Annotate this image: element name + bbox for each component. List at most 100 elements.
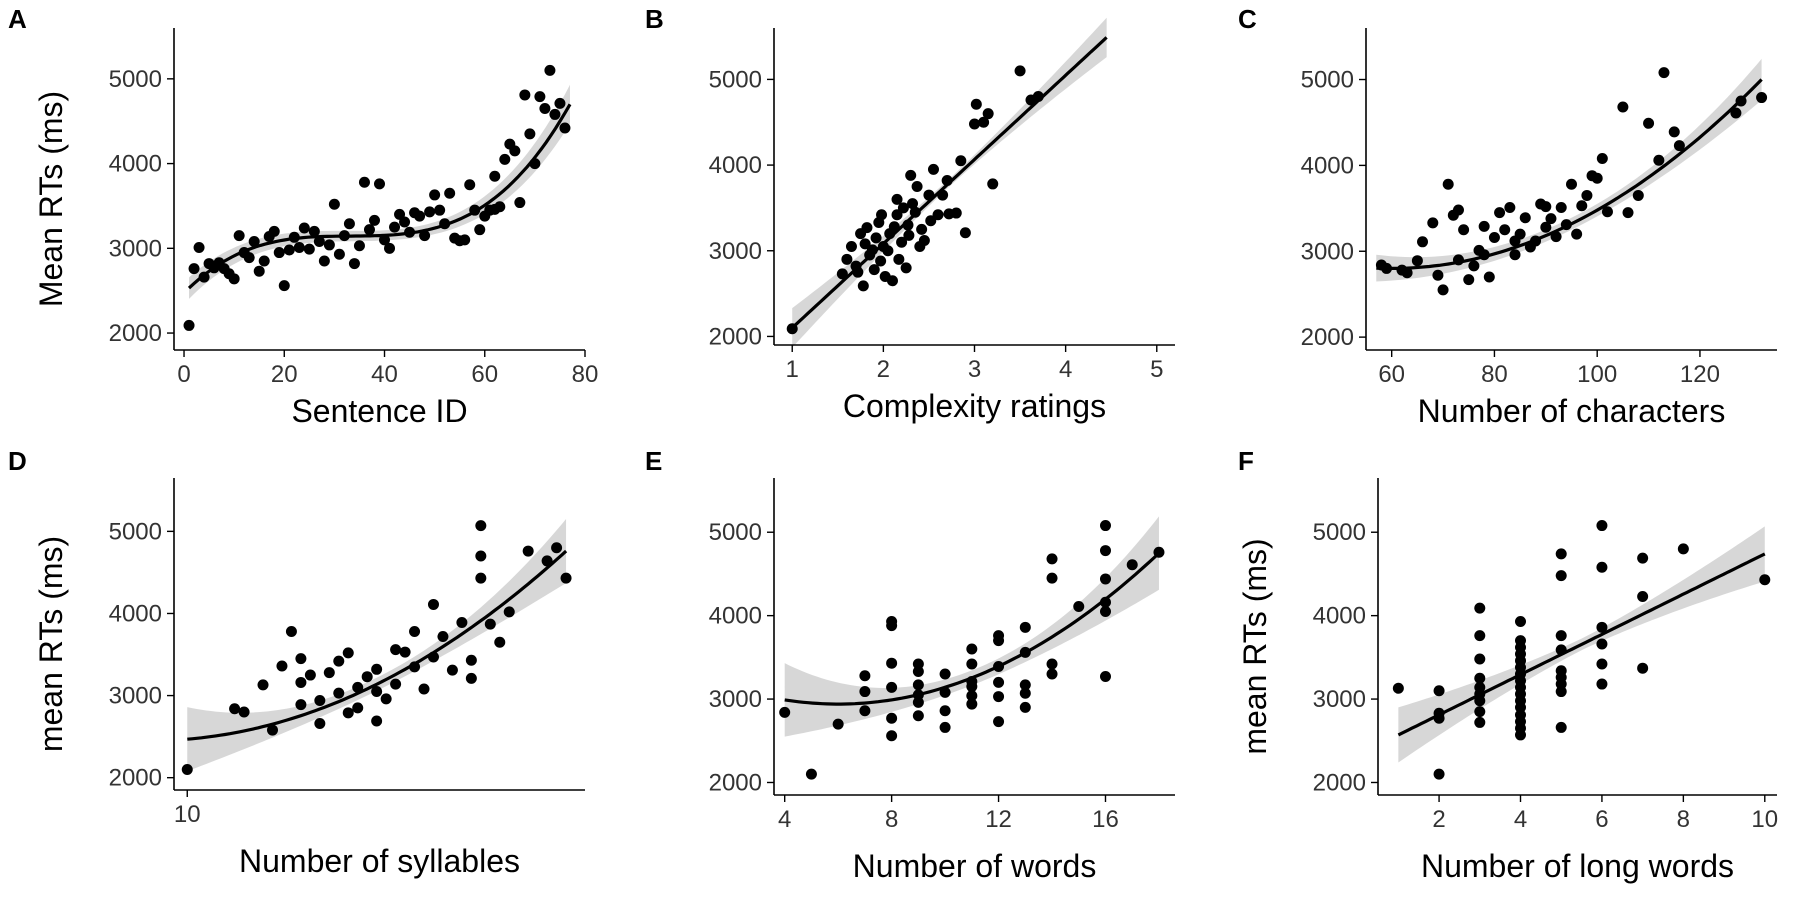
data-point xyxy=(1433,685,1445,697)
data-point xyxy=(1555,201,1567,213)
data-point xyxy=(464,179,476,191)
data-point xyxy=(993,630,1005,642)
data-point xyxy=(434,204,446,216)
x-tick-label: 40 xyxy=(371,361,398,388)
y-axis-label: mean RTs (ms) xyxy=(1237,538,1273,754)
x-tick-label: 1 xyxy=(786,356,799,383)
data-point xyxy=(539,103,551,114)
data-point xyxy=(1596,153,1608,165)
x-tick-label: 0 xyxy=(177,361,190,388)
data-point xyxy=(1591,172,1603,184)
data-point xyxy=(524,128,536,140)
data-point xyxy=(295,653,307,665)
data-point xyxy=(1540,221,1552,233)
data-point xyxy=(293,241,305,253)
panel-label: F xyxy=(1238,446,1254,476)
data-point xyxy=(544,64,556,76)
data-point xyxy=(314,717,326,729)
y-tick-label: 5000 xyxy=(709,519,762,546)
data-point xyxy=(1596,678,1608,690)
x-tick-label: 100 xyxy=(1577,361,1617,388)
data-point xyxy=(1596,638,1608,650)
data-point xyxy=(352,681,364,693)
data-point xyxy=(183,319,195,331)
data-point xyxy=(927,163,939,175)
panel-d: D 2000 3000 4000 5000 10 Number of syllables me… xyxy=(8,446,585,879)
data-point xyxy=(1126,559,1138,571)
data-point xyxy=(276,660,288,672)
data-point xyxy=(503,606,515,618)
x-tick-label: 16 xyxy=(1092,806,1119,833)
data-point xyxy=(912,710,924,722)
data-point xyxy=(193,241,205,253)
data-point xyxy=(1474,716,1486,728)
y-tick-label: 4000 xyxy=(109,600,162,627)
panel-label: C xyxy=(1238,4,1257,34)
data-point xyxy=(474,224,486,236)
data-point xyxy=(886,681,898,693)
data-point xyxy=(1677,543,1689,555)
data-point xyxy=(368,214,380,226)
data-point xyxy=(1499,224,1511,236)
data-point xyxy=(318,255,330,267)
data-point xyxy=(465,654,477,666)
data-point xyxy=(1474,706,1486,718)
y-tick-label: 3000 xyxy=(709,238,762,265)
data-point xyxy=(514,197,526,209)
data-point xyxy=(522,545,534,557)
data-point xyxy=(298,222,310,234)
x-tick-label: 3 xyxy=(968,356,981,383)
data-point xyxy=(295,676,307,688)
data-point xyxy=(1099,605,1111,617)
data-point xyxy=(987,178,999,190)
data-point xyxy=(427,598,439,610)
data-point xyxy=(1019,679,1031,691)
y-tick-label: 2000 xyxy=(709,323,762,350)
panel-f: F 2000 3000 4000 5000 2 4 6 8 10 Number of long wo… xyxy=(1237,446,1778,884)
data-point xyxy=(549,108,561,120)
data-point xyxy=(328,198,340,210)
data-point xyxy=(1637,590,1649,602)
x-tick-label: 60 xyxy=(471,361,498,388)
data-point xyxy=(295,699,307,711)
fit-line xyxy=(791,36,1108,330)
data-point xyxy=(1478,220,1490,232)
data-point xyxy=(859,238,871,250)
y-tick-label: 2000 xyxy=(1313,769,1366,796)
data-point xyxy=(258,255,270,267)
y-tick-label: 2000 xyxy=(109,765,162,792)
data-point xyxy=(418,683,430,695)
data-point xyxy=(352,702,364,714)
y-tick-label: 3000 xyxy=(1301,238,1354,265)
data-point xyxy=(861,222,873,234)
data-point xyxy=(446,664,458,676)
data-point xyxy=(970,98,982,110)
data-point xyxy=(912,658,924,670)
y-tick-label: 4000 xyxy=(1301,152,1354,179)
data-point xyxy=(1411,255,1423,267)
data-point xyxy=(1622,207,1634,219)
fit-line xyxy=(1376,78,1763,270)
data-point xyxy=(950,207,962,219)
data-point xyxy=(475,520,487,532)
data-point xyxy=(891,193,903,205)
data-point xyxy=(475,572,487,584)
data-point xyxy=(1468,260,1480,272)
data-point xyxy=(409,626,421,638)
data-point xyxy=(966,698,978,710)
data-point xyxy=(429,189,441,201)
y-tick-label: 2000 xyxy=(109,320,162,347)
data-point xyxy=(484,618,496,630)
data-point xyxy=(868,264,880,276)
fit-line xyxy=(1397,552,1766,737)
data-point xyxy=(181,763,193,775)
data-point xyxy=(939,705,951,717)
data-point xyxy=(314,695,326,707)
data-point xyxy=(1474,681,1486,693)
x-tick-label: 80 xyxy=(1481,361,1508,388)
data-point xyxy=(882,245,894,257)
x-axis-label: Complexity ratings xyxy=(843,388,1106,424)
panel-b: B 2000 3000 4000 5000 1 2 3 4 5 Complexity ratings xyxy=(645,4,1175,424)
data-point xyxy=(371,663,383,675)
x-tick-label: 4 xyxy=(1514,806,1527,833)
